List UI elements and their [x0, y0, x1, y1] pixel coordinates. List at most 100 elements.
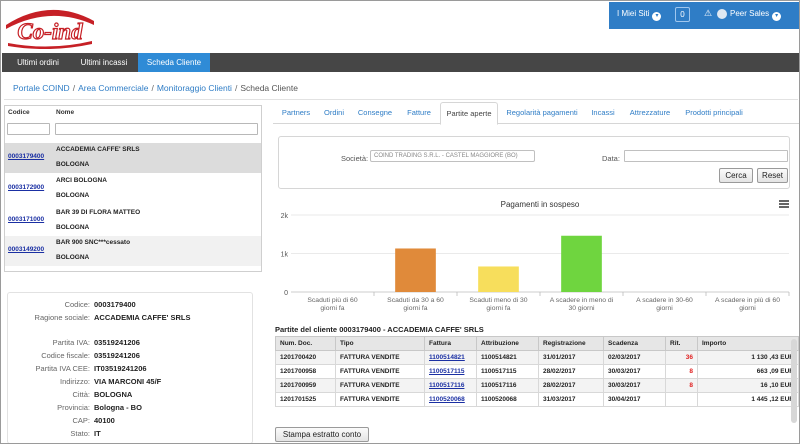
coind-logo[interactable]: Co-ind — [4, 3, 96, 49]
col-rit[interactable]: Rit. — [665, 336, 698, 351]
filter-name-input[interactable] — [55, 123, 258, 135]
detail-value: Bologna - BO — [94, 403, 142, 412]
customer-code-link[interactable]: 0003172900 — [8, 184, 45, 191]
detail-value: 0003179400 — [94, 300, 136, 309]
col-num-doc[interactable]: Num. Doc. — [275, 336, 336, 351]
cell-tipo: FATTURA VENDITE — [335, 392, 425, 407]
customer-detail-panel: Codice: 0003179400 Ragione sociale: ACCA… — [7, 292, 253, 443]
chart-x-tick: A scadere in più di 60 giorni — [715, 297, 780, 312]
table-row[interactable]: 1201701525 FATTURA VENDITE 1100520068 11… — [275, 392, 799, 407]
cell-importo: 1 130 ,43 EUR — [697, 350, 799, 365]
cell-attr: 1100517115 — [476, 364, 539, 379]
col-scadenza[interactable]: Scadenza — [603, 336, 666, 351]
cell-rit: 8 — [665, 364, 698, 379]
print-statement-button[interactable]: Stampa estratto conto — [275, 427, 369, 442]
detail-value: IT03519241206 — [94, 364, 147, 373]
customer-code-link[interactable]: 0003171000 — [8, 216, 45, 223]
invoice-link[interactable]: 1100520068 — [424, 392, 477, 407]
divider — [4, 99, 798, 100]
scrollbar-thumb[interactable] — [791, 339, 797, 423]
company-select[interactable]: COIND TRADING S.R.L. - CASTEL MAGGIORE (… — [370, 150, 535, 162]
nav-scheda-cliente[interactable]: Scheda Cliente — [138, 53, 210, 72]
avatar[interactable] — [717, 9, 727, 19]
chart-bar — [478, 266, 519, 292]
tab-partite-aperte[interactable]: Partite aperte — [440, 102, 498, 125]
notifications-badge[interactable]: 0 — [675, 7, 690, 22]
customer-code-link[interactable]: 0003179400 — [8, 153, 45, 160]
tab-regolarita-pagamenti[interactable]: Regolarità pagamenti — [506, 108, 578, 117]
col-fattura[interactable]: Fattura — [424, 336, 477, 351]
cell-num: 1201700420 — [275, 350, 336, 365]
customer-city: BOLOGNA — [56, 254, 90, 261]
customer-list-header: Codice Nome — [5, 106, 261, 119]
tab-incassi[interactable]: Incassi — [591, 108, 615, 117]
chart-x-tick: Scaduti meno di 30 giorni fa — [469, 297, 527, 312]
customer-row[interactable]: 0003179400 ACCADEMIA CAFFE' SRLS BOLOGNA — [5, 143, 261, 173]
date-input[interactable] — [624, 150, 788, 162]
detail-label: Codice: — [64, 300, 90, 309]
table-row[interactable]: 1201700958 FATTURA VENDITE 1100517115 11… — [275, 364, 799, 379]
detail-label: Provincia: — [57, 403, 90, 412]
col-importo[interactable]: Importo — [697, 336, 799, 351]
table-row[interactable]: 1201700959 FATTURA VENDITE 1100517116 11… — [275, 378, 799, 393]
open-items-table: Num. Doc. Tipo Fattura Attribuzione Regi… — [275, 336, 799, 407]
breadcrumb-current: Scheda Cliente — [240, 83, 298, 93]
my-sites-menu[interactable]: I Miei Siti ▾ — [617, 9, 662, 21]
chart-menu-icon[interactable] — [779, 200, 789, 208]
cell-reg: 28/02/2017 — [538, 364, 604, 379]
breadcrumb-monitoraggio[interactable]: Monitoraggio Clienti — [156, 83, 232, 93]
cell-attr: 1100517116 — [476, 378, 539, 393]
cell-scad: 30/03/2017 — [603, 364, 666, 379]
customer-list: Codice Nome 0003179400 ACCADEMIA CAFFE' … — [4, 105, 262, 272]
cell-rit: 36 — [665, 350, 698, 365]
detail-value: IT — [94, 429, 101, 438]
customer-city: BOLOGNA — [56, 224, 90, 231]
col-attribuzione[interactable]: Attribuzione — [476, 336, 539, 351]
detail-value: VIA MARCONI 45/F — [94, 377, 162, 386]
tab-partners[interactable]: Partners — [281, 108, 311, 117]
search-button[interactable]: Cerca — [719, 168, 753, 183]
table-header-row: Num. Doc. Tipo Fattura Attribuzione Regi… — [275, 336, 799, 351]
tab-prodotti-principali[interactable]: Prodotti principali — [685, 108, 743, 117]
customer-row[interactable]: 0003149200 BAR 900 SNC***cessato BOLOGNA — [5, 236, 261, 266]
breadcrumb-area-commerciale[interactable]: Area Commerciale — [78, 83, 149, 93]
customer-name: BAR 39 DI FLORA MATTEO — [56, 209, 141, 216]
cell-scad: 30/03/2017 — [603, 378, 666, 393]
detail-value: 03519241206 — [94, 338, 140, 347]
user-menu[interactable]: Peer Sales ▾ — [730, 9, 782, 21]
chevron-down-icon: ▾ — [772, 12, 782, 21]
table-row[interactable]: 1201700420 FATTURA VENDITE 1100514821 11… — [275, 350, 799, 365]
invoice-link[interactable]: 1100514821 — [424, 350, 477, 365]
warning-icon[interactable]: ⚠ — [704, 8, 713, 18]
invoice-link[interactable]: 1100517116 — [424, 378, 477, 393]
tab-ordini[interactable]: Ordini — [323, 108, 344, 117]
tab-attrezzature[interactable]: Attrezzature — [629, 108, 671, 117]
cell-reg: 28/02/2017 — [538, 378, 604, 393]
table-scrollbar[interactable] — [791, 339, 797, 427]
customer-code-link[interactable]: 0003149200 — [8, 246, 45, 253]
tab-consegne[interactable]: Consegne — [357, 108, 393, 117]
pending-payments-chart: Pagamenti in sospeso 0 1k 2k Scaduti più di … — [277, 197, 793, 319]
breadcrumb-portale[interactable]: Portale COIND — [13, 83, 70, 93]
user-name: Peer Sales — [730, 9, 770, 18]
col-registrazione[interactable]: Registrazione — [538, 336, 604, 351]
nav-ultimi-ordini[interactable]: Ultimi ordini — [17, 58, 59, 67]
chart-title: Pagamenti in sospeso — [501, 200, 580, 209]
customer-row[interactable]: 0003171000 BAR 39 DI FLORA MATTEO BOLOGN… — [5, 206, 261, 236]
detail-label: Ragione sociale: — [34, 313, 90, 322]
chart-svg: Pagamenti in sospeso 0 1k 2k Scaduti più di … — [281, 200, 790, 312]
tab-fatture[interactable]: Fatture — [407, 108, 431, 117]
reset-button[interactable]: Reset — [757, 168, 788, 183]
cell-num: 1201700959 — [275, 378, 336, 393]
col-tipo[interactable]: Tipo — [335, 336, 425, 351]
filter-code-input[interactable] — [7, 123, 50, 135]
chart-bar — [395, 248, 436, 292]
detail-value: BOLOGNA — [94, 390, 133, 399]
cell-importo: 663 ,09 EUR — [697, 364, 799, 379]
nav-ultimi-incassi[interactable]: Ultimi incassi — [80, 58, 128, 67]
cell-num: 1201700958 — [275, 364, 336, 379]
cell-reg: 31/01/2017 — [538, 350, 604, 365]
invoice-link[interactable]: 1100517115 — [424, 364, 477, 379]
customer-row[interactable]: 0003172900 ARCI BOLOGNA BOLOGNA — [5, 174, 261, 204]
